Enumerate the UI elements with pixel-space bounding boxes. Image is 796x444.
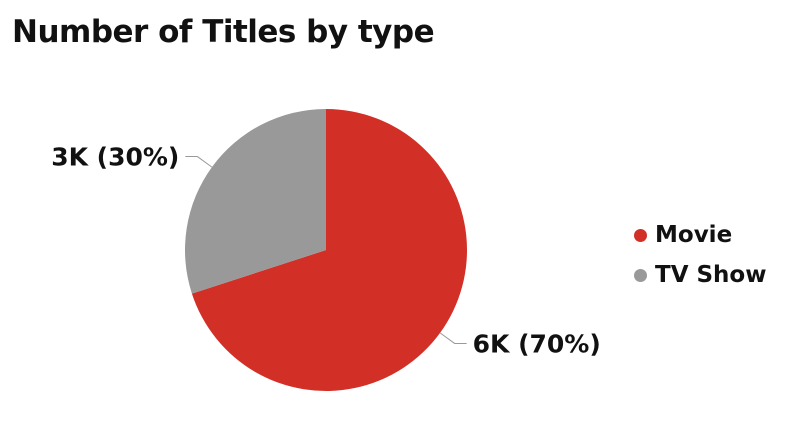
legend-label-tv-show: TV Show <box>655 262 767 288</box>
pie-slice-movie[interactable] <box>191 109 467 391</box>
chart-title: Number of Titles by type <box>12 14 435 50</box>
legend: Movie TV Show <box>634 215 767 295</box>
data-label-tv-show: 3K (30%) <box>51 143 179 172</box>
legend-swatch-movie <box>634 228 647 242</box>
legend-swatch-tv-show <box>634 268 647 282</box>
legend-item-tv-show[interactable]: TV Show <box>634 255 767 295</box>
legend-label-movie: Movie <box>655 222 733 248</box>
legend-item-movie[interactable]: Movie <box>634 215 767 255</box>
data-label-movie: 6K (70%) <box>473 329 601 358</box>
leader-line-tv-show <box>185 156 213 168</box>
leader-line-movie <box>439 332 467 344</box>
pie-slice-tv-show[interactable] <box>184 109 326 294</box>
